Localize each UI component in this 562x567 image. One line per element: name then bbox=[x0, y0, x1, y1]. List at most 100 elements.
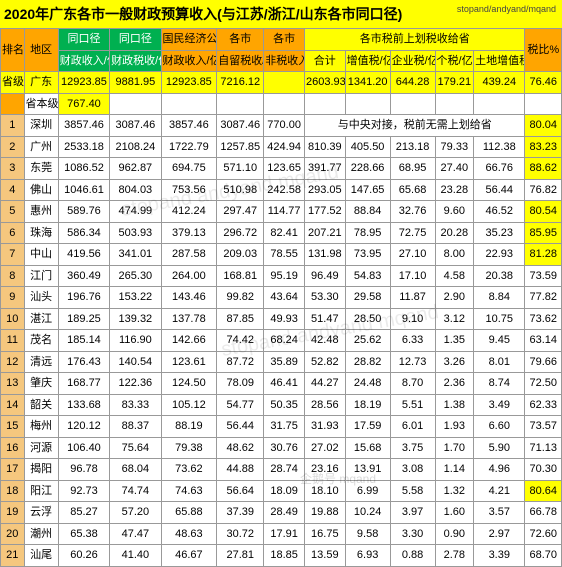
cell: 122.36 bbox=[110, 373, 161, 395]
cell: 137.78 bbox=[161, 308, 217, 330]
hdr-c1a: 同口径 bbox=[58, 29, 109, 51]
cell: 168.77 bbox=[58, 373, 109, 395]
cell: 23.28 bbox=[435, 179, 474, 201]
cell: 佛山 bbox=[24, 179, 58, 201]
cell: 2.97 bbox=[474, 523, 525, 545]
table-row: 1深圳3857.463087.463857.463087.46770.00与中央… bbox=[1, 115, 562, 137]
cell: 1.93 bbox=[435, 416, 474, 438]
cell: 13.59 bbox=[304, 545, 345, 567]
cell: 153.22 bbox=[110, 287, 161, 309]
cell: 79.38 bbox=[161, 437, 217, 459]
cell: 19 bbox=[1, 502, 25, 524]
cell: 中山 bbox=[24, 244, 58, 266]
cell: 116.90 bbox=[110, 330, 161, 352]
cell: 74.63 bbox=[161, 480, 217, 502]
cell: 77.82 bbox=[525, 287, 562, 309]
cell: 73.95 bbox=[345, 244, 390, 266]
cell: 6 bbox=[1, 222, 25, 244]
cell: 88.62 bbox=[525, 158, 562, 180]
cell: 32.76 bbox=[390, 201, 435, 223]
cell: 15.68 bbox=[345, 437, 390, 459]
table-row: 16河源106.4075.6479.3848.6230.7627.0215.68… bbox=[1, 437, 562, 459]
table-row: 10湛江189.25139.32137.7887.8549.9351.4728.… bbox=[1, 308, 562, 330]
cell: 江门 bbox=[24, 265, 58, 287]
cell: 143.46 bbox=[161, 287, 217, 309]
table-row: 5惠州589.76474.99412.24297.47114.77177.528… bbox=[1, 201, 562, 223]
hdr-c4b: 自留税收/亿 bbox=[217, 50, 264, 72]
cell: 18.85 bbox=[264, 545, 305, 567]
cell: 73.57 bbox=[525, 416, 562, 438]
cell: 56.44 bbox=[474, 179, 525, 201]
cell: 3.12 bbox=[435, 308, 474, 330]
hdr-c3a: 国民经济公报 bbox=[161, 29, 217, 51]
cell: 66.78 bbox=[525, 502, 562, 524]
cell: 1722.79 bbox=[161, 136, 217, 158]
cell: 405.50 bbox=[345, 136, 390, 158]
hdr-ratio: 税比% bbox=[525, 29, 562, 72]
cell: 31.93 bbox=[304, 416, 345, 438]
cell: 73.59 bbox=[525, 265, 562, 287]
cell: 20.28 bbox=[435, 222, 474, 244]
cell: 474.99 bbox=[110, 201, 161, 223]
cell: 12 bbox=[1, 351, 25, 373]
hdr-c4a: 各市 bbox=[217, 29, 264, 51]
hdr-c5a: 各市 bbox=[264, 29, 305, 51]
cell: 70.30 bbox=[525, 459, 562, 481]
cell: 147.65 bbox=[345, 179, 390, 201]
cell: 阳江 bbox=[24, 480, 58, 502]
cell: 176.43 bbox=[58, 351, 109, 373]
cell: 85.27 bbox=[58, 502, 109, 524]
cell: 503.93 bbox=[110, 222, 161, 244]
cell: 76.82 bbox=[525, 179, 562, 201]
cell: 189.25 bbox=[58, 308, 109, 330]
cell: 87.85 bbox=[217, 308, 264, 330]
cell: 29.58 bbox=[345, 287, 390, 309]
cell bbox=[390, 93, 435, 115]
cell: 16.75 bbox=[304, 523, 345, 545]
cell: 2.90 bbox=[435, 287, 474, 309]
cell: 6.01 bbox=[390, 416, 435, 438]
cell: 50.35 bbox=[264, 394, 305, 416]
cell: 21 bbox=[1, 545, 25, 567]
cell: 湛江 bbox=[24, 308, 58, 330]
cell: 168.81 bbox=[217, 265, 264, 287]
cell: 1.60 bbox=[435, 502, 474, 524]
cell bbox=[110, 93, 161, 115]
table-row: 12清远176.43140.54123.6187.7235.8952.8228.… bbox=[1, 351, 562, 373]
cell: 54.77 bbox=[217, 394, 264, 416]
cell: 60.26 bbox=[58, 545, 109, 567]
cell: 83.33 bbox=[110, 394, 161, 416]
cell: 264.00 bbox=[161, 265, 217, 287]
cell: 589.76 bbox=[58, 201, 109, 223]
cell: 28.56 bbox=[304, 394, 345, 416]
cell: 2.78 bbox=[435, 545, 474, 567]
cell: 18.10 bbox=[304, 480, 345, 502]
cell: 810.39 bbox=[304, 136, 345, 158]
hdr-g1: 合计 bbox=[304, 50, 345, 72]
cell: 17.91 bbox=[264, 523, 305, 545]
cell bbox=[345, 93, 390, 115]
cell bbox=[161, 93, 217, 115]
cell: 1.14 bbox=[435, 459, 474, 481]
cell: 9 bbox=[1, 287, 25, 309]
cell: 4.96 bbox=[474, 459, 525, 481]
hdr-c1b: 财政收入/亿 bbox=[58, 50, 109, 72]
cell: 78.55 bbox=[264, 244, 305, 266]
hdr-c3b: 财政收入/亿 bbox=[161, 50, 217, 72]
cell: 213.18 bbox=[390, 136, 435, 158]
cell: 6.60 bbox=[474, 416, 525, 438]
hdr-c2b: 财政税收/亿 bbox=[110, 50, 161, 72]
cell: 2603.93 bbox=[304, 72, 345, 94]
cell bbox=[435, 93, 474, 115]
cell: 6.99 bbox=[345, 480, 390, 502]
cell: 124.50 bbox=[161, 373, 217, 395]
cell: 3.97 bbox=[390, 502, 435, 524]
cell: 13 bbox=[1, 373, 25, 395]
cell: 88.84 bbox=[345, 201, 390, 223]
cell: 88.37 bbox=[110, 416, 161, 438]
cell: 9881.95 bbox=[110, 72, 161, 94]
table-row: 15梅州120.1288.3788.1956.4431.7531.9317.59… bbox=[1, 416, 562, 438]
cell: 76.46 bbox=[525, 72, 562, 94]
cell: 潮州 bbox=[24, 523, 58, 545]
title-text: 2020年广东各市一般财政预算收入(与江苏/浙江/山东各市同口径) bbox=[4, 6, 402, 22]
